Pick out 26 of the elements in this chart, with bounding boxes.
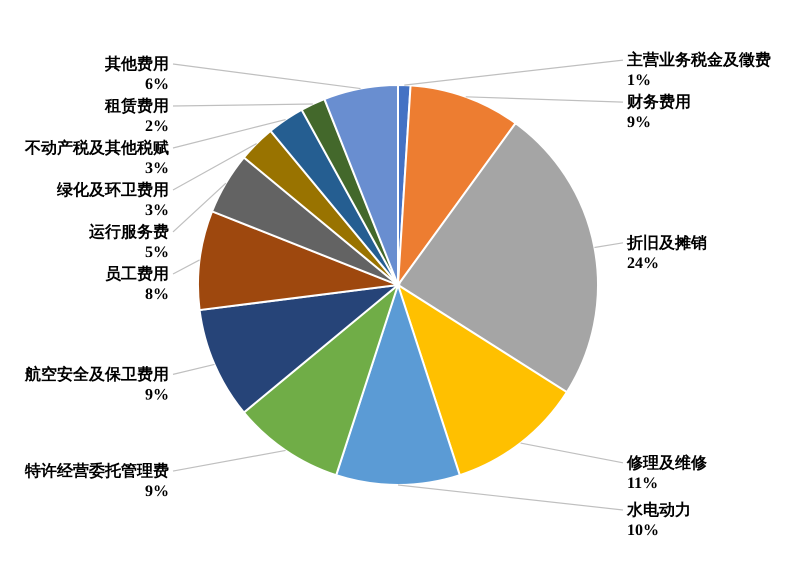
slice-label: 主营业务税金及徵费 (626, 50, 771, 70)
slice-label: 其他费用 (104, 54, 169, 73)
data-label: 3% (145, 160, 169, 177)
data-label: 2% (145, 118, 169, 135)
slice-label: 运行服务费 (88, 222, 169, 241)
data-label: 5% (145, 244, 169, 261)
data-label: 24% (627, 254, 659, 272)
slice-label: 财务费用 (626, 93, 691, 112)
data-label: 8% (145, 286, 169, 303)
data-label: 3% (145, 202, 169, 219)
slice-label: 租赁费用 (104, 96, 169, 115)
data-label: 1% (627, 72, 651, 90)
data-label: 9% (145, 386, 169, 404)
data-label: 10% (627, 522, 659, 539)
data-label: 6% (145, 76, 169, 93)
data-label: 11% (627, 474, 658, 492)
data-label: 9% (145, 483, 169, 500)
slice-label: 折旧及摊销 (626, 234, 707, 252)
slice-label: 航空安全及保卫费用 (24, 364, 169, 384)
slice-label: 绿化及环卫费用 (56, 180, 169, 199)
slice-label: 水电动力 (626, 501, 691, 519)
slice-label: 员工费用 (105, 264, 169, 283)
slice-label: 修理及维修 (626, 454, 708, 472)
data-label: 9% (627, 114, 651, 132)
slice-label: 不动产税及其他税赋 (24, 138, 169, 157)
slice-label: 特许经营委托管理费 (24, 462, 169, 480)
